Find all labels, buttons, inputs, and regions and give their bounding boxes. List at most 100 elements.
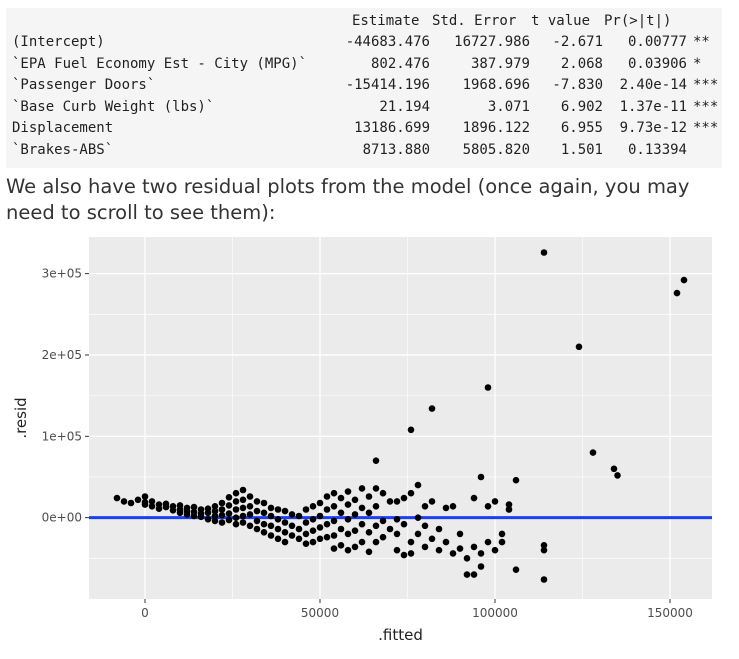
- residual-point: [120, 498, 128, 505]
- residual-point: [239, 512, 247, 520]
- y-tick-label: 2e+05: [42, 348, 82, 362]
- residual-point: [323, 506, 331, 513]
- residual-point: [246, 522, 254, 530]
- coefficient-row: `Brakes-ABS` 8713.880 5805.820 1.501 0.13394: [12, 140, 722, 161]
- residual-point: [148, 503, 156, 510]
- residual-point: [288, 511, 296, 518]
- residual-point: [239, 504, 247, 512]
- residual-point: [589, 449, 597, 456]
- x-tick-label: 100000: [472, 606, 518, 620]
- residual-point: [225, 502, 233, 509]
- residual-point: [421, 543, 429, 551]
- residual-point: [449, 503, 457, 510]
- residual-point: [253, 507, 261, 515]
- residual-point: [470, 494, 478, 502]
- coefficient-std-error: 1896.122: [462, 120, 530, 136]
- coefficient-estimate: 8713.880: [362, 141, 430, 158]
- residual-point: [260, 499, 268, 507]
- residual-point: [407, 538, 415, 546]
- residual-point: [372, 485, 380, 492]
- residual-point: [365, 509, 373, 517]
- coefficient-std-error: 387.979: [470, 55, 530, 72]
- residual-point: [330, 489, 338, 497]
- residual-point: [281, 538, 289, 546]
- residual-point: [484, 538, 492, 546]
- residual-point: [232, 489, 240, 497]
- residual-point: [344, 530, 352, 538]
- residual-point: [316, 499, 324, 507]
- residual-point: [498, 538, 506, 546]
- residual-point: [134, 496, 142, 504]
- residual-point: [449, 550, 457, 557]
- residual-point: [414, 530, 422, 538]
- residual-point: [281, 529, 289, 536]
- residual-point: [393, 498, 401, 505]
- residual-point: [232, 498, 240, 505]
- residual-point: [169, 507, 177, 514]
- residual-points: [113, 249, 688, 583]
- coefficient-term: `EPA Fuel Economy Est - City (MPG)`: [12, 55, 308, 72]
- coefficient-estimate: 13186.699: [354, 120, 430, 136]
- residual-point: [358, 538, 366, 546]
- residual-point: [260, 520, 268, 528]
- coefficient-p-value: 9.73e-12: [619, 120, 687, 136]
- residual-point: [505, 506, 513, 513]
- coefficient-term: (Intercept): [12, 34, 105, 50]
- x-tick-label: 50000: [301, 606, 339, 620]
- coefficient-t-value: 6.955: [560, 120, 603, 136]
- residual-point: [232, 514, 240, 521]
- residual-point: [232, 520, 240, 528]
- residual-point: [330, 517, 338, 525]
- residual-point: [470, 543, 478, 551]
- residual-point: [246, 511, 254, 518]
- residual-point: [288, 532, 296, 539]
- residual-point: [512, 476, 520, 484]
- coefficient-t-value: -7.830: [552, 77, 603, 93]
- residual-point: [309, 503, 317, 510]
- residual-point: [344, 501, 352, 508]
- residual-point: [463, 571, 471, 578]
- residual-point: [246, 493, 254, 500]
- residual-point: [267, 504, 275, 512]
- residual-point: [337, 542, 345, 549]
- residual-point: [512, 566, 520, 573]
- coefficient-row: `EPA Fuel Economy Est - City (MPG)` 802.4…: [12, 54, 722, 75]
- residual-point: [225, 494, 233, 501]
- residual-point: [330, 532, 338, 539]
- coefficient-estimate: -15414.196: [345, 77, 430, 93]
- residual-point: [302, 506, 310, 513]
- residual-point: [239, 486, 247, 494]
- residual-point: [575, 343, 583, 351]
- residual-point: [414, 481, 422, 489]
- residual-point: [414, 514, 422, 521]
- residual-point: [274, 516, 282, 523]
- residual-point: [225, 510, 233, 517]
- residual-point: [442, 538, 450, 546]
- residual-point: [330, 545, 338, 552]
- y-tick-label: 0e+00: [42, 511, 82, 525]
- residual-point: [435, 546, 443, 554]
- residual-point: [358, 485, 366, 492]
- coefficient-std-error: 5805.820: [462, 141, 530, 158]
- header-t-value: t value: [531, 13, 591, 29]
- significance-stars: *: [693, 55, 702, 72]
- residual-point: [155, 505, 163, 512]
- header-p-value: Pr(>|t|): [604, 13, 672, 29]
- residual-point: [393, 516, 401, 523]
- residual-point: [253, 517, 261, 525]
- coefficient-term: Displacement: [12, 120, 114, 136]
- minor-grid: [89, 237, 712, 599]
- residual-point: [323, 520, 331, 528]
- coefficient-t-value: 1.501: [560, 141, 603, 158]
- residual-point: [372, 457, 380, 464]
- coefficient-std-error: 3.071: [487, 98, 530, 115]
- residual-point: [505, 501, 513, 508]
- residual-point: [407, 489, 415, 497]
- residual-point: [470, 571, 478, 578]
- residual-point: [400, 520, 408, 528]
- residual-point: [491, 498, 499, 505]
- summary-header-row: Estimate Std. Error t value Pr(>|t|): [12, 11, 722, 32]
- residual-point: [204, 509, 212, 517]
- residual-point: [218, 519, 226, 526]
- residual-point: [190, 512, 198, 520]
